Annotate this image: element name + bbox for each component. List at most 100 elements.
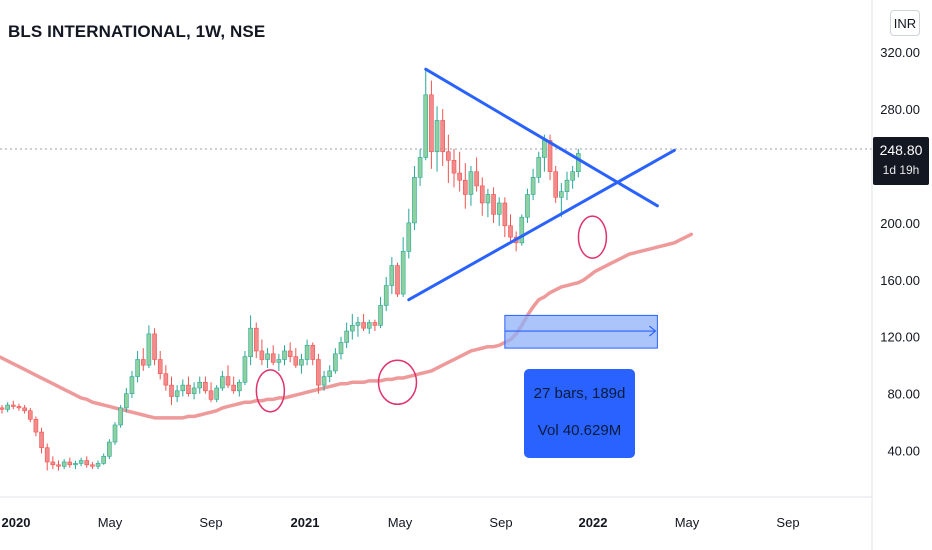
- candle: [140, 348, 146, 371]
- candle: [11, 400, 16, 410]
- candle: [90, 461, 95, 470]
- candle: [220, 370, 225, 391]
- candle-body: [327, 370, 333, 377]
- candle: [157, 350, 163, 380]
- candle-body: [174, 390, 180, 397]
- candle-body: [186, 384, 191, 394]
- candle: [214, 385, 219, 403]
- last-price-tag: 248.80 1d 19h: [873, 137, 929, 185]
- candle-body: [502, 202, 508, 227]
- candle: [530, 168, 536, 201]
- candle-body: [395, 265, 400, 295]
- candle: [237, 379, 242, 397]
- moving-average-layer: [0, 232, 694, 420]
- candle: [129, 370, 135, 398]
- candle-body: [310, 344, 316, 360]
- candle-body: [564, 179, 570, 192]
- candle: [203, 376, 208, 394]
- candle: [496, 197, 502, 226]
- candle: [16, 403, 22, 411]
- candle-body: [265, 353, 270, 360]
- candle-body: [95, 463, 101, 467]
- highlight-circle: [577, 215, 608, 259]
- candle-body: [344, 330, 349, 343]
- candle-body: [101, 455, 106, 464]
- price-tick-label: 280.00: [880, 102, 920, 117]
- candle: [316, 353, 321, 394]
- candle: [197, 376, 203, 394]
- candle-body: [333, 353, 338, 372]
- price-tick-label: 200.00: [880, 216, 920, 231]
- candle-body: [349, 325, 355, 332]
- price-tick-label: 120.00: [880, 330, 920, 345]
- candle: [135, 350, 140, 383]
- candle: [67, 457, 73, 468]
- candle-body: [135, 359, 140, 377]
- candle: [417, 148, 423, 186]
- candle: [174, 385, 180, 403]
- candle-body: [559, 191, 564, 198]
- candle-body: [542, 140, 547, 158]
- candle-body: [316, 359, 321, 386]
- candle-body: [242, 356, 248, 383]
- time-tick-label: Sep: [199, 515, 222, 530]
- candle-body: [107, 441, 112, 457]
- candle-body: [338, 342, 344, 355]
- candle: [429, 80, 434, 169]
- candle: [73, 460, 78, 470]
- trendline-lower: [407, 148, 676, 302]
- candle-body: [118, 407, 123, 426]
- candle: [169, 376, 174, 406]
- time-tick-label: May: [388, 515, 413, 530]
- measure-info-box: 27 bars, 189d Vol 40.629M: [524, 369, 635, 458]
- candle-body: [22, 407, 27, 412]
- candle-body: [553, 171, 559, 198]
- candle: [434, 106, 440, 172]
- last-price-value: 248.80: [879, 142, 923, 158]
- candle: [570, 165, 575, 189]
- time-tick-label: May: [675, 515, 700, 530]
- candle-body: [44, 447, 50, 463]
- candle: [270, 345, 276, 366]
- candle-body: [282, 350, 287, 360]
- candle: [282, 345, 287, 366]
- candle-body: [485, 194, 491, 204]
- candle-body: [0, 407, 5, 410]
- candle: [338, 336, 344, 360]
- time-tick-label: May: [98, 515, 123, 530]
- candle: [163, 365, 169, 391]
- candle: [536, 151, 542, 184]
- candle-body: [434, 120, 440, 153]
- candle: [78, 457, 84, 467]
- candle: [575, 148, 581, 178]
- candle: [564, 171, 570, 201]
- candle-body: [5, 404, 10, 410]
- candle-body: [575, 153, 581, 172]
- candle-body: [191, 387, 197, 394]
- candle: [474, 157, 479, 192]
- price-tick-label: 80.00: [887, 387, 920, 402]
- candle-body: [129, 376, 135, 394]
- candle-body: [73, 463, 78, 466]
- currency-button[interactable]: INR: [890, 10, 920, 36]
- candle: [519, 214, 525, 246]
- time-tick-label: Sep: [776, 515, 799, 530]
- candle-body: [157, 359, 163, 375]
- candle-body: [287, 350, 293, 357]
- candle-body: [366, 322, 372, 329]
- candle-body: [508, 225, 513, 238]
- candle: [553, 165, 559, 203]
- date-range-measure: [504, 314, 658, 349]
- candle: [101, 453, 106, 465]
- price-tick-label: 320.00: [880, 45, 920, 60]
- candle-body: [400, 251, 406, 295]
- candle-body: [491, 194, 496, 215]
- candle: [355, 316, 361, 337]
- candle-body: [440, 120, 446, 153]
- candle-body: [248, 327, 253, 357]
- candles-layer: [0, 69, 581, 471]
- candle: [366, 319, 372, 334]
- candle: [39, 427, 44, 454]
- candle: [468, 165, 474, 206]
